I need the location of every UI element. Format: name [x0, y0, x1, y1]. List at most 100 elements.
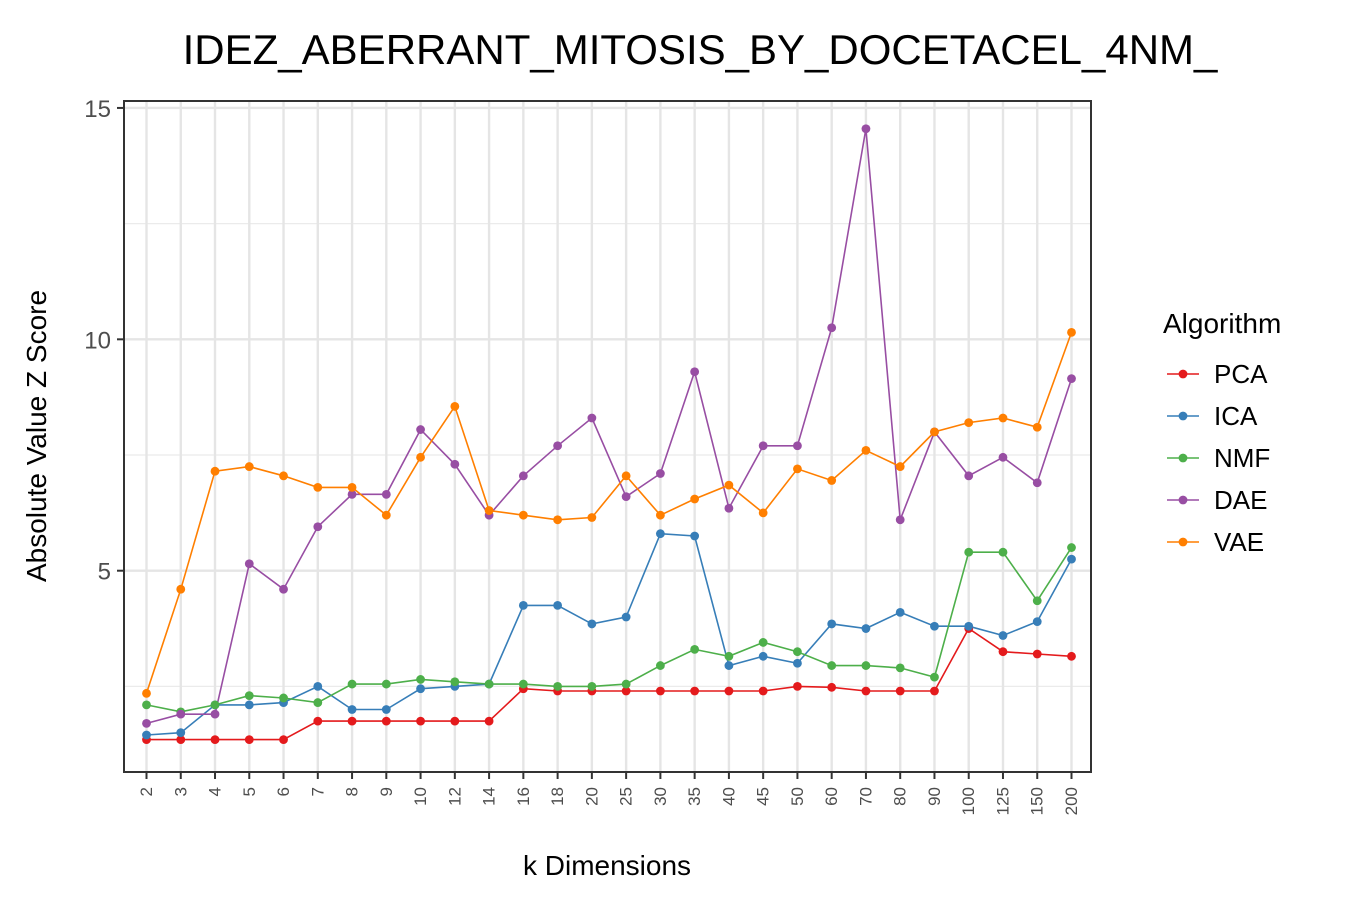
data-point-vae [964, 418, 974, 428]
x-tick-label: 18 [548, 787, 567, 806]
series-line-pca [146, 627, 1072, 741]
series-line-nmf [146, 547, 1073, 713]
data-point-vae [279, 471, 288, 481]
data-point-pca [381, 716, 391, 726]
x-tick-label: 125 [993, 787, 1012, 815]
data-point-vae [210, 466, 220, 476]
legend-label: PCA [1214, 359, 1268, 389]
x-tick-label: 12 [445, 787, 464, 806]
legend: Algorithm PCA ICA NMF DAE VAE [1163, 308, 1281, 557]
data-point-vae [142, 688, 151, 698]
data-point-pca [690, 686, 700, 696]
data-point-dae [1067, 374, 1076, 384]
data-point-nmf [416, 675, 425, 684]
data-point-nmf [758, 638, 768, 647]
data-point-ica [724, 661, 734, 670]
data-point-ica [416, 684, 425, 694]
x-tick-label: 10 [411, 787, 430, 806]
x-tick-label: 30 [651, 787, 670, 806]
y-tick-label: 10 [84, 327, 111, 354]
plot-border [123, 100, 1092, 773]
data-point-pca [724, 686, 734, 696]
data-point-dae [450, 459, 460, 469]
x-tick-label: 90 [925, 787, 944, 806]
data-point-vae [621, 471, 631, 481]
data-point-nmf [1032, 596, 1042, 606]
data-point-pca [621, 686, 631, 696]
data-point-vae [416, 452, 425, 462]
data-point-pca [450, 716, 460, 726]
series-points [142, 124, 1076, 745]
data-point-ica [1067, 554, 1076, 564]
data-point-vae [484, 506, 494, 515]
x-axis-label: k Dimensions [523, 850, 691, 881]
data-point-nmf [827, 661, 837, 670]
series-line-ica [146, 532, 1073, 736]
data-point-pca [347, 716, 357, 726]
data-point-ica [176, 728, 186, 738]
data-point-ica [690, 531, 700, 541]
legend-key-point [1178, 495, 1188, 505]
data-point-vae [827, 476, 837, 485]
x-tick-label: 20 [582, 787, 601, 806]
data-point-dae [518, 471, 528, 481]
data-point-nmf [553, 681, 563, 691]
data-point-vae [930, 427, 939, 437]
data-point-ica [895, 607, 905, 617]
data-point-pca [1067, 651, 1076, 661]
data-point-nmf [690, 644, 700, 654]
data-point-nmf [895, 663, 905, 673]
chart-title: IDEZ_ABERRANT_MITOSIS_BY_DOCETACEL_4NM_ [183, 26, 1218, 73]
data-point-ica [998, 631, 1008, 640]
legend-label: NMF [1214, 443, 1270, 473]
data-point-pca [861, 686, 871, 696]
data-point-ica [553, 601, 563, 610]
data-point-pca [655, 686, 665, 696]
data-point-pca [1032, 649, 1042, 659]
data-point-nmf [450, 677, 460, 687]
data-point-dae [142, 719, 151, 728]
data-point-nmf [1067, 543, 1076, 552]
data-point-dae [313, 522, 323, 532]
legend-label: ICA [1214, 401, 1258, 431]
data-point-dae [176, 709, 186, 719]
data-point-dae [793, 441, 802, 451]
data-point-dae [347, 489, 357, 499]
data-point-pca [793, 681, 802, 691]
data-point-dae [964, 471, 974, 481]
data-point-nmf [724, 651, 734, 661]
legend-key-point [1178, 537, 1188, 547]
data-point-dae [758, 441, 768, 451]
x-tick-label: 45 [754, 787, 773, 806]
data-point-vae [381, 510, 391, 520]
data-point-vae [895, 462, 905, 471]
data-point-nmf [998, 547, 1008, 557]
x-tick-label: 3 [171, 787, 190, 796]
data-point-nmf [793, 647, 802, 657]
x-tick-label: 2 [137, 787, 156, 796]
x-tick-label: 200 [1062, 787, 1081, 815]
x-tick-label: 14 [480, 787, 499, 806]
data-point-ica [1032, 617, 1042, 627]
x-tick-label: 35 [685, 787, 704, 806]
data-point-vae [793, 464, 802, 474]
x-tick-label: 50 [788, 787, 807, 806]
y-axis: 5 10 15 [84, 96, 124, 586]
data-point-ica [381, 705, 391, 714]
x-tick-label: 60 [822, 787, 841, 806]
data-point-pca [313, 716, 323, 726]
data-point-ica [142, 730, 151, 740]
data-point-ica [758, 651, 768, 661]
data-point-dae [655, 469, 665, 478]
y-tick-label: 5 [98, 559, 111, 586]
data-point-dae [998, 452, 1008, 462]
legend-key-point [1178, 453, 1188, 463]
data-point-vae [690, 494, 700, 504]
data-point-pca [895, 686, 905, 696]
x-tick-label: 6 [274, 787, 293, 796]
data-point-vae [655, 510, 665, 520]
data-point-vae [313, 483, 323, 492]
data-point-dae [416, 425, 425, 434]
data-point-pca [210, 735, 220, 745]
